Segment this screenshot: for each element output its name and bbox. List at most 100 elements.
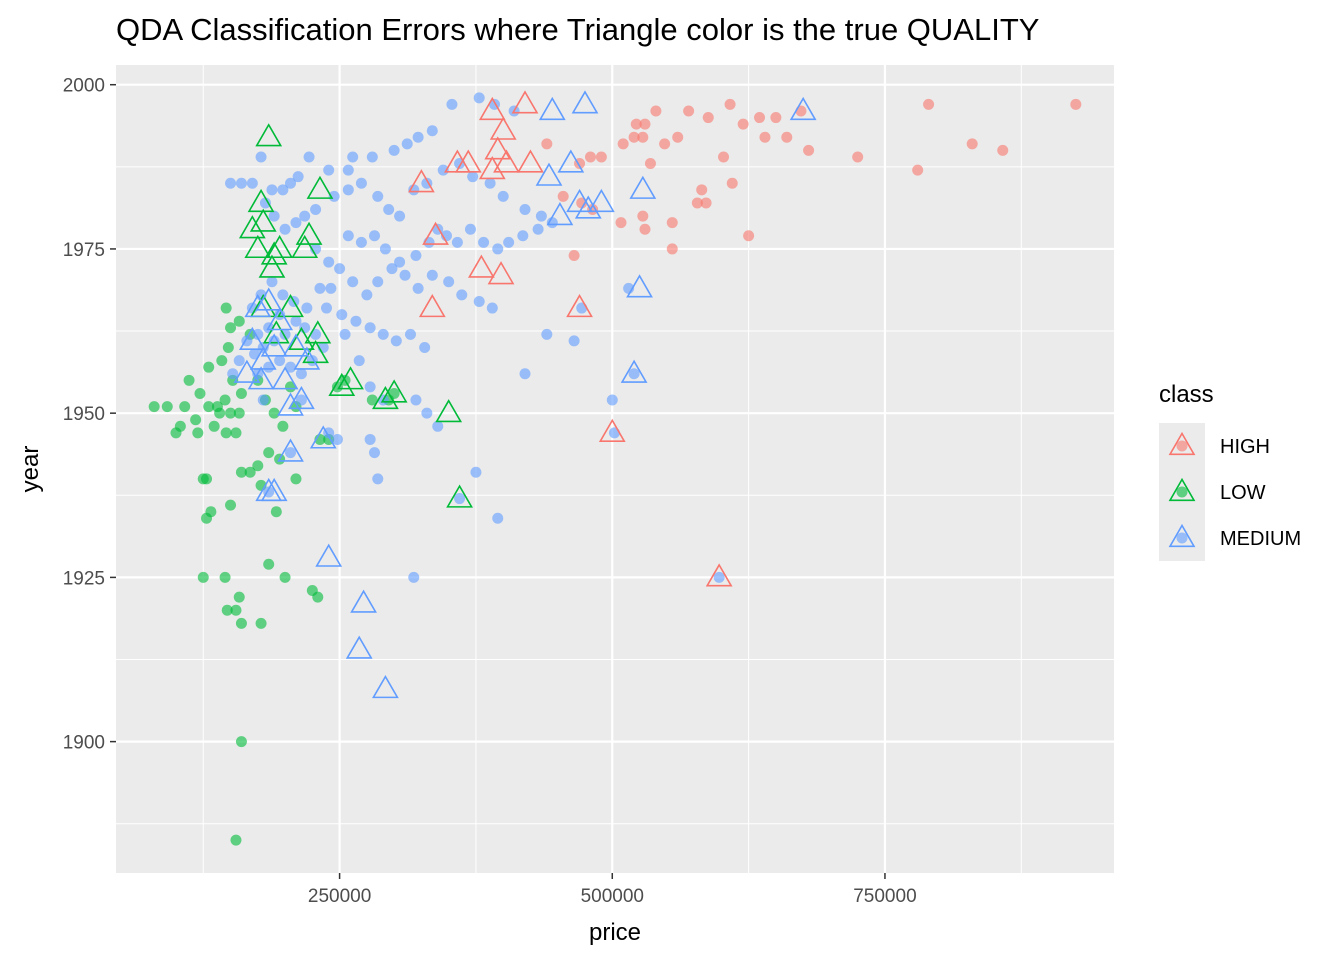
error-triangle-low: [255, 123, 283, 147]
error-triangle-medium: [535, 162, 563, 186]
error-triangle-high: [487, 261, 515, 285]
error-triangle-medium: [277, 438, 304, 462]
data-point-high: [659, 138, 671, 150]
y-axis-label: year: [17, 446, 44, 493]
y-tick-label: 1975: [63, 240, 105, 261]
data-point-high: [803, 144, 815, 156]
error-triangle-medium: [266, 307, 293, 331]
error-triangle-medium: [238, 326, 266, 351]
legend-label-medium: MEDIUM: [1220, 528, 1301, 550]
data-point-medium: [456, 289, 468, 301]
error-triangle-medium: [255, 287, 283, 311]
data-point-high: [852, 151, 864, 163]
error-triangle-high: [517, 149, 544, 173]
data-point-low: [225, 499, 237, 511]
error-triangle-high: [511, 90, 539, 114]
data-point-high: [637, 131, 649, 143]
error-triangle-medium: [620, 359, 648, 383]
data-point-medium: [299, 210, 311, 222]
error-triangle-low: [247, 188, 275, 213]
data-point-low: [263, 558, 275, 570]
data-point-medium: [292, 171, 304, 183]
data-point-low: [216, 355, 228, 367]
x-tick-label: 750000: [853, 886, 916, 907]
error-triangle-medium: [789, 96, 817, 121]
data-point-medium: [268, 210, 280, 222]
data-point-medium: [404, 328, 416, 340]
legend-label-low: LOW: [1220, 482, 1266, 504]
data-point-medium: [368, 447, 380, 459]
data-point-medium: [233, 355, 245, 367]
data-point-low: [161, 401, 173, 413]
data-point-low: [268, 407, 280, 419]
data-point-medium: [606, 394, 618, 406]
error-triangle-medium: [260, 477, 288, 502]
error-triangle-low: [306, 175, 334, 199]
data-point-medium: [301, 302, 313, 314]
data-point-medium: [541, 328, 553, 340]
data-point-low: [255, 617, 267, 629]
data-point-medium: [277, 289, 289, 301]
data-point-high: [584, 151, 596, 163]
error-triangle-high: [489, 116, 517, 140]
data-point-medium: [225, 177, 237, 189]
data-point-medium: [454, 493, 466, 505]
data-point-high: [637, 210, 649, 222]
error-triangle-medium: [372, 674, 399, 699]
data-point-medium: [328, 190, 340, 202]
data-point-medium: [517, 230, 529, 242]
data-point-medium: [347, 151, 359, 163]
data-point-high: [754, 112, 766, 124]
data-point-medium: [361, 289, 373, 301]
data-point-medium: [321, 302, 333, 314]
error-triangle-high: [422, 221, 449, 245]
data-point-medium: [473, 295, 485, 307]
data-point-high: [737, 118, 749, 130]
error-triangle-low: [328, 372, 356, 396]
error-triangle-low: [291, 234, 319, 259]
error-triangle-high: [478, 156, 506, 180]
error-triangle-high: [408, 169, 435, 193]
data-point-medium: [519, 368, 531, 380]
data-point-low: [194, 387, 206, 399]
data-point-medium: [255, 151, 267, 163]
x-axis-label: price: [589, 919, 641, 946]
error-triangle-low: [304, 320, 332, 344]
data-point-high: [615, 217, 627, 229]
data-point-low: [221, 604, 233, 616]
data-point-medium: [372, 473, 384, 485]
data-point-low: [197, 571, 209, 583]
data-point-high: [923, 98, 935, 110]
data-point-medium: [473, 92, 485, 104]
data-point-low: [219, 571, 231, 583]
data-point-low: [233, 407, 245, 419]
error-triangle-medium: [277, 392, 304, 416]
data-point-medium: [331, 433, 343, 445]
data-point-medium: [235, 177, 247, 189]
data-point-medium: [353, 355, 365, 367]
data-point-medium: [532, 223, 544, 235]
error-triangle-low: [238, 215, 266, 239]
legend-key-triangle-low: [1168, 477, 1196, 502]
data-point-low: [230, 427, 242, 439]
data-point-medium: [464, 223, 476, 235]
data-point-medium: [295, 368, 307, 380]
data-point-low: [225, 407, 237, 419]
data-point-high: [724, 98, 736, 110]
data-point-medium: [412, 131, 424, 143]
plot-panel: [116, 65, 1114, 873]
data-point-medium: [364, 433, 376, 445]
data-point-high: [683, 105, 695, 117]
data-point-medium: [478, 236, 490, 248]
data-point-low: [235, 387, 247, 399]
error-triangle-medium: [244, 293, 272, 318]
data-point-medium: [334, 263, 346, 275]
data-point-medium: [227, 368, 239, 380]
data-point-medium: [401, 138, 413, 150]
error-triangle-high: [493, 149, 520, 173]
data-point-medium: [421, 407, 433, 419]
data-point-low: [235, 466, 247, 478]
error-triangle-high: [705, 563, 733, 587]
data-point-medium: [325, 282, 337, 294]
legend: class HIGH LOW MEDIUM: [1159, 381, 1301, 561]
